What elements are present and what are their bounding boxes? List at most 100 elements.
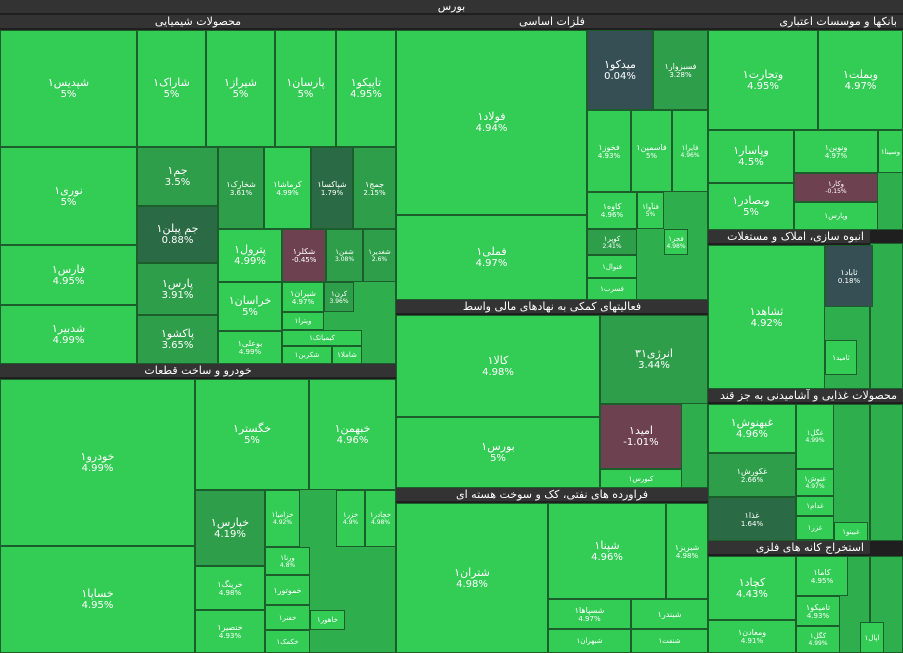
stock-tile-khafnar[interactable]: خفنر۱ [265, 605, 310, 630]
sector-header-metal: فلزات اساسی [396, 15, 708, 28]
stock-tile-khanser[interactable]: خنصیر۱ 4.93% [195, 610, 265, 653]
stock-name: بورس۱ [481, 440, 515, 453]
stock-tile-kagol[interactable]: کگل۱ 4.99% [796, 626, 840, 653]
stock-tile-khkamak[interactable]: خکمک۱ [265, 630, 310, 653]
stock-tile-ghbino[interactable]: غبینو۱ [834, 522, 868, 541]
stock-tile-petrol[interactable]: پترول۱ 4.99% [218, 229, 282, 282]
stock-tile-tapico[interactable]: تاپیکو۱ 4.95% [336, 30, 396, 147]
stock-tile-kimiatak[interactable]: کیمیاتک۱ [282, 330, 362, 346]
stock-tile-boali[interactable]: بوعلی۱ 4.99% [218, 331, 282, 364]
stock-tile-shafan[interactable]: شفن۱ 3.08% [326, 229, 363, 282]
stock-tile-vpars[interactable]: وپارس۱ [794, 202, 878, 230]
stock-name: وتجارت۱ [742, 67, 784, 81]
stock-tile-vnovin[interactable]: ونوین۱ 4.97% [794, 130, 878, 173]
stock-tile-ghkourosh[interactable]: غکورش۱ 2.66% [708, 453, 796, 497]
stock-tile-pars[interactable]: پارس۱ 3.91% [137, 263, 218, 315]
stock-tile-vtejarat[interactable]: وتجارت۱ 4.95% [708, 30, 818, 130]
stock-tile-shpdis[interactable]: شپدیس۱ 5% [0, 30, 137, 147]
stock-tile-vitra[interactable]: ویترا۱ [282, 312, 324, 330]
stock-tile-jamj[interactable]: جمج۱ 2.15% [353, 147, 396, 229]
stock-tile-kermasha[interactable]: کرماشا۱ 4.99% [264, 147, 311, 229]
stock-name: وسینا۱ [880, 147, 901, 156]
stock-tile-khemotor[interactable]: خموتور۱ [265, 575, 310, 605]
stock-tile-shanaft[interactable]: شنفت۱ [631, 629, 708, 653]
stock-tile-shbariz[interactable]: شبریز۱ 4.98% [666, 503, 708, 599]
stock-tile-shedbir[interactable]: شدبیر۱ 4.99% [0, 305, 137, 364]
stock-tile-kama[interactable]: کاما۱ 4.95% [796, 556, 848, 596]
stock-tile-khahej[interactable]: خاهور۱ [310, 610, 345, 630]
stock-tile-vsina[interactable]: وسینا۱ [878, 130, 903, 173]
stock-tile-vbsadr[interactable]: وبصادر۱ 5% [708, 183, 794, 230]
stock-tile-shepaksa[interactable]: شپاکسا۱ 1.79% [311, 147, 353, 229]
stock-tile-karan[interactable]: کرن۱ 3.96% [324, 282, 354, 312]
stock-tile-khbahman[interactable]: خبهمن۱ 4.96% [309, 379, 396, 490]
stock-tile-khepars[interactable]: خپارس۱ 4.19% [195, 490, 265, 566]
stock-tile-shbandar[interactable]: شبندر۱ [631, 599, 708, 629]
stock-tile-apal[interactable]: اپال۱ [860, 622, 884, 653]
stock-tile-fenval[interactable]: فنوال۱ [587, 255, 637, 278]
stock-tile-energy3[interactable]: انرژی۳۱ 3.44% [600, 315, 708, 404]
stock-tile-fars[interactable]: فارس۱ 4.95% [0, 245, 137, 305]
stock-tile-khodro[interactable]: خودرو۱ 4.99% [0, 379, 195, 546]
stock-tile-shsepaha[interactable]: شسپاها۱ 4.97% [548, 599, 631, 629]
stock-tile-ghnoosh[interactable]: غنوش۱ 4.97% [796, 469, 834, 496]
stock-tile-faraya[interactable]: فایرا۱ 4.96% [672, 110, 708, 192]
stock-tile-kala[interactable]: کالا۱ 4.98% [396, 315, 600, 417]
stock-tile-kopar[interactable]: کوپر۱ 2.41% [587, 229, 637, 255]
stock-tile-khrining[interactable]: خرینگ۱ 4.98% [195, 566, 265, 610]
stock-tile-thshahed[interactable]: ثشاهد۱ 4.92% [708, 245, 825, 389]
stock-tile-vrana[interactable]: ورنا۱ 4.8% [265, 547, 310, 575]
stock-tile-omid[interactable]: امید۱ -1.01% [600, 404, 682, 469]
stock-tile-shakran[interactable]: شکربن۱ [282, 346, 332, 364]
stock-tile-fesarb[interactable]: فسرب۱ [587, 278, 637, 300]
stock-tile-midko[interactable]: میدکو۱ 0.04% [587, 30, 653, 110]
stock-tile-fenava[interactable]: فنآوا۱ 5% [637, 192, 664, 229]
stock-tile-nouri[interactable]: نوری۱ 5% [0, 147, 137, 245]
stock-tile-shiraz[interactable]: شیراز۱ 5% [206, 30, 275, 147]
stock-tile-khezamia[interactable]: خزامیا۱ 4.92% [265, 490, 300, 547]
stock-tile-shpna[interactable]: شپنا۱ 4.96% [548, 503, 666, 599]
stock-tile-fameli[interactable]: فملی۱ 4.97% [396, 215, 587, 300]
stock-tile-jampilen[interactable]: جم پیلن۱ 0.88% [137, 206, 218, 263]
stock-tile-khchadr[interactable]: خچادر۱ 4.98% [365, 490, 396, 547]
stock-tile-shaghdir[interactable]: شغدیر۱ 2.6% [363, 229, 396, 282]
stock-change: 4.91% [740, 637, 764, 645]
stock-tile-thamid[interactable]: ثامید۱ [825, 340, 857, 375]
stock-tile-shiran[interactable]: شیران۱ 4.97% [282, 282, 324, 312]
stock-tile-vmaaden[interactable]: ومعادن۱ 4.91% [708, 620, 796, 653]
stock-tile-foolad[interactable]: فولاد۱ 4.94% [396, 30, 587, 215]
stock-tile-sharak[interactable]: شاراک۱ 5% [137, 30, 206, 147]
stock-tile-fajr[interactable]: فجر۱ 4.98% [664, 229, 688, 255]
stock-tile-vkar[interactable]: وکار۱ -0.15% [794, 173, 878, 202]
stock-name: شپاکسا۱ [317, 179, 347, 189]
stock-tile-khsapa[interactable]: خساپا۱ 4.95% [0, 546, 195, 653]
stock-tile-khegostar[interactable]: خگستر۱ 5% [195, 379, 309, 490]
stock-tile-khorasan[interactable]: خراسان۱ 5% [218, 282, 282, 331]
stock-tile-tamisko[interactable]: تامیکو۱ 4.93% [796, 596, 840, 626]
stock-tile-thabad[interactable]: ثاباد۱ 0.18% [825, 245, 873, 307]
stock-tile-shetran[interactable]: شتران۱ 4.98% [396, 503, 548, 653]
stock-tile-fesabzevar[interactable]: فسبزوار۱ 3.28% [653, 30, 708, 110]
stock-tile-shekolar[interactable]: شکلر۱ -0.45% [282, 229, 326, 282]
stock-name: کرماشا۱ [273, 179, 302, 189]
stock-tile-pakshoo[interactable]: پاکشو۱ 3.65% [137, 315, 218, 364]
stock-tile-shekharak[interactable]: شخارک۱ 3.61% [218, 147, 264, 229]
stock-tile-parsan[interactable]: پارسان۱ 5% [275, 30, 336, 147]
stock-tile-fkhooz[interactable]: فخوز۱ 4.93% [587, 110, 631, 192]
stock-tile-ghazam[interactable]: غدام۱ [796, 496, 834, 516]
stock-tile-kachad[interactable]: کچاد۱ 4.43% [708, 556, 796, 620]
stock-tile-ghaza[interactable]: غذا۱ 1.64% [708, 497, 796, 541]
stock-tile-khzar[interactable]: خزر۱ 4.9% [336, 490, 365, 547]
stock-tile-ghzar[interactable]: غزر۱ [796, 516, 834, 540]
stock-tile-kebourse[interactable]: کبورس۱ [600, 469, 682, 488]
stock-tile-jam[interactable]: جم۱ 3.5% [137, 147, 218, 206]
stock-tile-kaveh[interactable]: کاوه۱ 4.96% [587, 192, 637, 229]
stock-tile-ghagol[interactable]: غگل۱ 4.99% [796, 404, 834, 469]
stock-tile-shbehran[interactable]: شبهران۱ [548, 629, 631, 653]
stock-tile-shamla[interactable]: شاملا۱ [332, 346, 362, 364]
stock-tile-fasmin[interactable]: فاسمین۱ 5% [631, 110, 672, 192]
stock-tile-vpasar[interactable]: وپاسار۱ 4.5% [708, 130, 794, 183]
stock-tile-bourse[interactable]: بورس۱ 5% [396, 417, 600, 488]
stock-tile-ghbehnoosh[interactable]: غبهنوش۱ 4.96% [708, 404, 796, 453]
stock-tile-vbemellat[interactable]: وبملت۱ 4.97% [818, 30, 903, 130]
